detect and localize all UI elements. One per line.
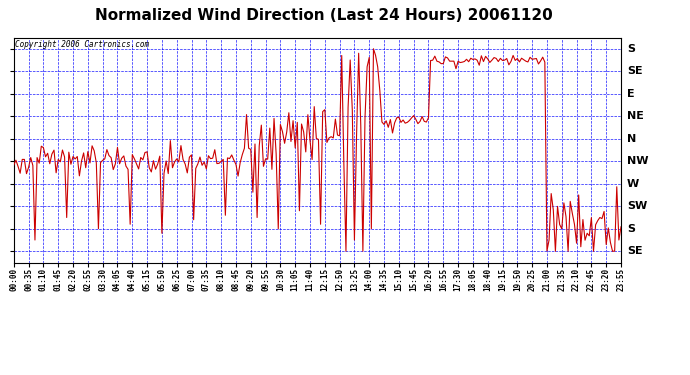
Text: Normalized Wind Direction (Last 24 Hours) 20061120: Normalized Wind Direction (Last 24 Hours… — [95, 8, 553, 22]
Text: Copyright 2006 Cartronics.com: Copyright 2006 Cartronics.com — [15, 40, 149, 49]
Text: SE: SE — [627, 66, 642, 76]
Text: NE: NE — [627, 111, 644, 121]
Text: S: S — [627, 224, 635, 234]
Text: SW: SW — [627, 201, 647, 211]
Text: S: S — [627, 44, 635, 54]
Text: E: E — [627, 89, 635, 99]
Text: NW: NW — [627, 156, 649, 166]
Text: SE: SE — [627, 246, 642, 256]
Text: W: W — [627, 179, 640, 189]
Text: N: N — [627, 134, 636, 144]
